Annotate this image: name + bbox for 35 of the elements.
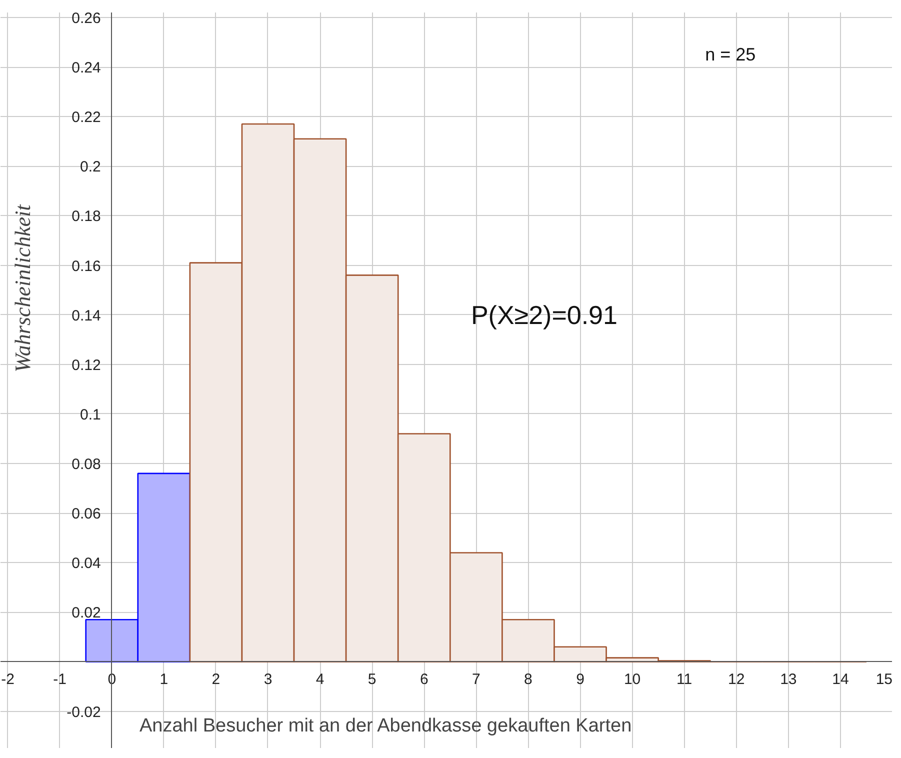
x-axis-title: Anzahl Besucher mit an der Abendkasse gekauften Karten — [139, 716, 632, 737]
x-tick-label: 14 — [832, 670, 849, 688]
x-tick-label: 7 — [472, 670, 480, 688]
x-tick-label: 10 — [624, 670, 641, 688]
x-tick-label: 9 — [576, 670, 584, 688]
x-tick-label: -1 — [53, 670, 67, 688]
x-tick-label: 6 — [420, 670, 428, 688]
y-tick-label: 0.12 — [72, 356, 101, 374]
x-tick-label: 15 — [876, 670, 893, 688]
y-tick-label: 0.04 — [72, 555, 101, 572]
x-tick-label: 3 — [264, 670, 272, 688]
y-tick-label: 0.26 — [72, 10, 101, 27]
y-tick-label: 0.24 — [72, 60, 101, 77]
y-tick-label: 0.18 — [72, 208, 101, 226]
y-tick-label: -0.02 — [66, 704, 101, 721]
annotation: n = 25 — [705, 44, 756, 65]
x-tick-label: 13 — [780, 670, 797, 688]
y-tick-label: 0.02 — [72, 604, 101, 622]
y-tick-label: 0.16 — [72, 258, 101, 275]
annotation: P(X≥2)=0.91 — [470, 300, 618, 330]
y-tick-label: 0.1 — [80, 406, 101, 424]
y-tick-label: 0.14 — [72, 307, 101, 324]
x-tick-label: 1 — [160, 670, 168, 688]
y-tick-label: 0.06 — [72, 506, 101, 523]
x-tick-label: 11 — [676, 670, 692, 688]
y-axis-title: Wahrscheinlichkeit — [10, 204, 35, 372]
y-tick-label: 0.22 — [72, 109, 101, 126]
x-tick-label: 8 — [524, 670, 532, 688]
x-tick-label: 12 — [728, 670, 745, 688]
x-tick-label: 2 — [212, 670, 220, 688]
y-tick-label: 0.2 — [80, 158, 101, 176]
x-tick-label: 5 — [368, 670, 376, 688]
x-tick-label: -2 — [1, 670, 14, 688]
y-tick-label: 0.08 — [72, 456, 101, 474]
x-tick-label: 4 — [316, 670, 324, 688]
